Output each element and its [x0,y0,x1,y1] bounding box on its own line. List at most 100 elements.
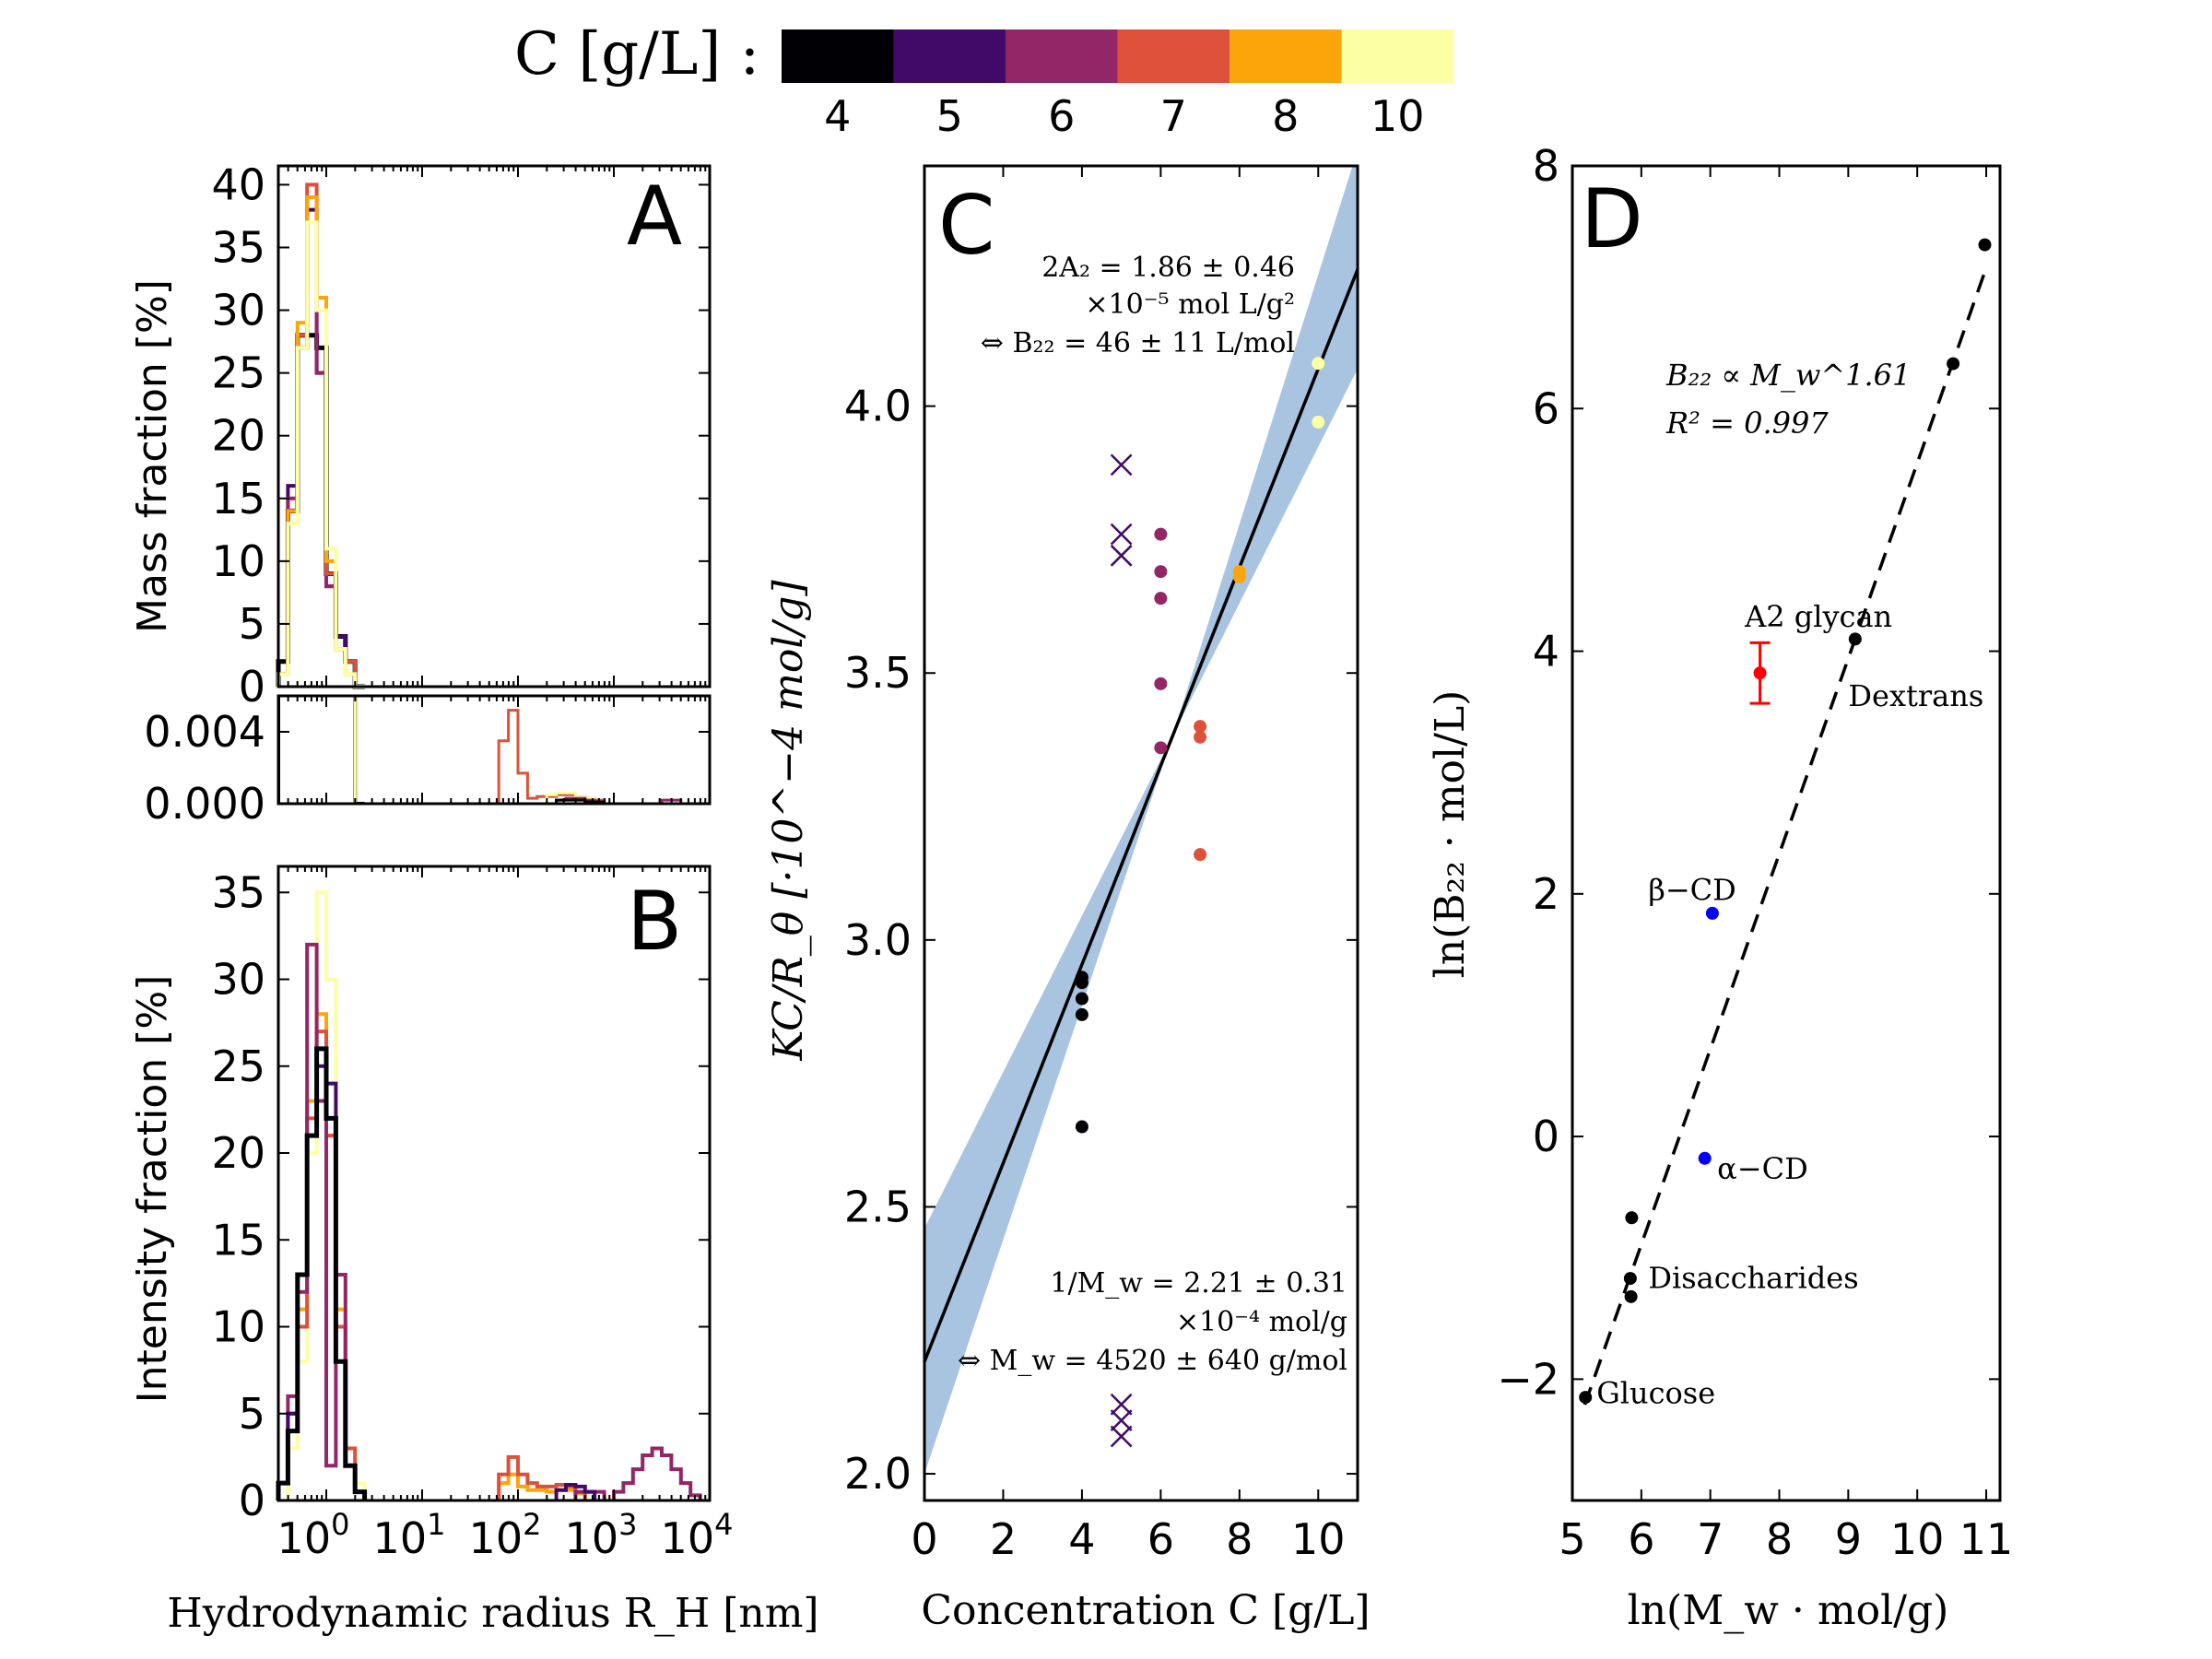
panel-c-point [1154,565,1168,579]
panel-b-ylabel: Intensity fraction [%] [129,975,176,1404]
panel-c-ytick-label: 3.0 [844,915,912,965]
panel-c-annotation-bottom-1: 1/M_w = 2.21 ± 0.31 [1050,1267,1347,1300]
panel-d-ytick-label: 0 [1533,1112,1559,1161]
panel-d-xtick-label: 9 [1835,1514,1862,1564]
panel-c-excluded-point [1110,1409,1133,1432]
panel-a: Mass fraction [%] 0 5 10 15 20 25 30 35 40 0.000… [129,159,712,829]
panel-d-annotation: α−CD [1717,1151,1808,1186]
panel-b-xtick-label: 104 [661,1507,734,1563]
panel-b-xlabel: Hydrodynamic radius R_H [nm] [167,1590,818,1637]
colorbar-tick-8: 8 [1272,91,1299,141]
panel-c-xtick-label: 6 [1147,1514,1174,1564]
panel-a-ytick-label: 40 [211,159,265,209]
panel-d-label: D [1581,171,1643,266]
panel-b-xtick-label: 101 [373,1507,446,1563]
panel-a-label: A [627,169,682,264]
panel-d-ylabel: ln(B₂₂ · mol/L) [1427,690,1474,979]
panel-c-excluded-point [1110,544,1133,567]
panel-b-ytick-label: 5 [239,1389,265,1439]
panel-d-frame [1571,164,2002,1502]
panel-a-ytick-label: 25 [211,348,265,398]
panel-a-ytick-label: 10 [211,536,265,586]
panel-b-ytick-label: 30 [211,955,265,1005]
panel-c-point [1312,357,1325,371]
panel-c: 0 2 4 6 8 10 2.0 2.5 3.0 3.5 4.0 C KC/R_θ [·10^−4 … [765,164,1371,1634]
colorbar-swatch-8 [1230,29,1342,83]
panel-c-fit-line [924,268,1358,1363]
panel-c-excluded-stroke [1110,453,1133,477]
panel-a-ytick-label: 30 [211,286,265,335]
panel-c-point [1194,848,1207,862]
panel-c-annotation-top-3: ⇔ B₂₂ = 46 ± 11 L/mol [981,327,1295,359]
panel-d-xtick-label: 11 [1959,1514,2014,1564]
panel-c-xtick-label: 2 [990,1514,1017,1564]
panel-a-inset-series-10 [545,791,596,804]
panel-d: Glucose Disaccharides Dextrans A2 glycan β−C… [1427,141,2013,1634]
panel-b-ytick-label: 0 [239,1476,265,1525]
panel-d-point [1624,1289,1638,1303]
panel-c-point [1154,592,1168,606]
panel-a-ytick-label: 35 [211,222,265,272]
panel-c-point [1075,1120,1088,1134]
panel-c-label: C [938,178,994,273]
panel-d-annotation: A2 glycan [1744,599,1892,634]
colorbar-swatch-10 [1341,29,1454,83]
panel-c-xlabel: Concentration C [g/L] [921,1587,1370,1634]
colorbar-swatches: 4 5 6 7 8 10 [782,29,1454,141]
panel-c-annotation-top-1: 2A₂ = 1.86 ± 0.46 [1041,252,1295,284]
panel-d-point [1978,238,1992,252]
panel-c-excluded-point [1110,1425,1133,1448]
colorbar-swatch-7 [1117,29,1230,83]
panel-d-xtick-label: 5 [1559,1514,1585,1564]
panel-c-frame [923,164,1359,1502]
panel-a-ylabel: Mass fraction [%] [129,279,176,633]
panel-b-xtick-label: 102 [469,1507,542,1563]
panel-c-point [1075,976,1088,990]
panel-b-plot: 0 5 10 15 20 25 30 35 100 101 102 103 104 [211,865,734,1563]
panel-b-ytick-label: 20 [211,1128,265,1178]
panel-c-excluded-point [1110,453,1133,477]
panel-d-annotation: Glucose [1596,1376,1715,1411]
panel-d-ytick-label: 6 [1533,383,1559,433]
panel-b-ytick-label: 25 [211,1041,265,1091]
panel-c-point [1312,416,1325,429]
panel-d-xtick-label: 10 [1890,1514,1945,1564]
colorbar-tick-10: 10 [1371,91,1425,141]
panel-a-ytick-label: 20 [211,411,265,461]
panel-d-point [1947,357,1960,371]
panel-a-inset-frame [276,694,712,806]
colorbar-tick-7: 7 [1160,91,1187,141]
panel-a-ytick-label: 15 [211,474,265,524]
panel-c-annotation-bottom-3: ⇔ M_w = 4520 ± 640 g/mol [958,1345,1347,1377]
panel-d-ytick-label: 2 [1533,869,1559,919]
panel-a-ytick-label: 0 [239,662,265,712]
panel-d-point [1698,1151,1712,1165]
panel-d-xlabel: ln(M_w · mol/g) [1628,1587,1949,1634]
panel-d-point [1579,1391,1593,1405]
panel-b-series-6 [276,942,702,1500]
panel-c-content [924,166,1358,1475]
panel-b-series-4 [276,1046,368,1500]
panel-c-plot: 0 2 4 6 8 10 2.0 2.5 3.0 3.5 4.0 [844,164,1359,1564]
panel-c-point [1232,570,1246,583]
panel-c-point [1075,992,1088,1006]
colorbar: C [g/L] : 4 5 6 7 8 10 [514,20,1454,141]
panel-a-series-10 [276,220,365,688]
panel-d-plot: Glucose Disaccharides Dextrans A2 glycan β−C… [1497,141,2013,1564]
panel-c-xtick-label: 0 [911,1514,937,1564]
colorbar-swatch-5 [893,29,1006,83]
panel-b: Intensity fraction [%] 0 5 10 15 20 25 30 35 100… [129,865,819,1637]
panel-a-frame [276,164,712,688]
panel-c-xtick-label: 4 [1068,1514,1095,1564]
panel-c-point [1075,1007,1088,1021]
panel-a-series-6 [276,195,365,688]
panel-c-ytick-label: 2.5 [844,1182,912,1231]
panel-d-fit-annotation-1: B₂₂ ∝ M_w^1.61 [1665,358,1911,393]
panel-c-ytick-label: 2.0 [844,1449,912,1499]
panel-d-annotation: β−CD [1648,872,1735,907]
panel-c-ytick-label: 4.0 [844,382,912,431]
panel-c-point [1194,720,1207,734]
panel-d-fit-annotation-2: R² = 0.997 [1665,406,1829,441]
panel-d-annotation: Dextrans [1848,678,1983,713]
colorbar-swatch-4 [782,29,894,83]
